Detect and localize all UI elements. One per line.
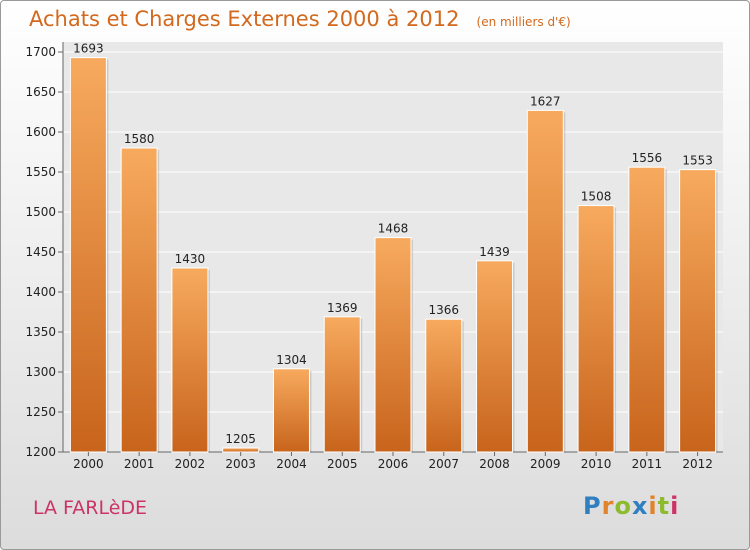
bar-value-label: 1439 [479,245,510,259]
bar-value-label: 1693 [73,42,104,56]
bar [272,368,310,453]
y-tick-label: 1500 [25,205,56,219]
bar-value-label: 1468 [378,222,409,236]
proxiti-logo[interactable]: Proxiti [583,492,680,520]
bar-value-label: 1556 [632,151,663,165]
bar [476,260,514,453]
x-tick-label: 2010 [581,457,612,471]
bar-value-label: 1366 [428,303,459,317]
x-tick-label: 2009 [530,457,561,471]
x-tick-label: 2005 [327,457,358,471]
bar-value-label: 1369 [327,301,358,315]
x-tick-label: 2011 [632,457,663,471]
bar [425,318,463,453]
bar [120,147,158,453]
x-tick-label: 2001 [124,457,155,471]
y-tick-label: 1300 [25,365,56,379]
y-tick-label: 1550 [25,165,56,179]
x-tick-label: 2004 [276,457,307,471]
y-tick-label: 1400 [25,285,56,299]
bar-value-label: 1627 [530,94,561,108]
x-tick-label: 2000 [73,457,104,471]
y-tick-label: 1450 [25,245,56,259]
bar-value-label: 1553 [682,154,713,168]
x-tick-label: 2002 [175,457,206,471]
y-tick-label: 1350 [25,325,56,339]
bar-value-label: 1508 [581,190,612,204]
bar-value-label: 1205 [225,432,256,446]
x-tick-label: 2012 [682,457,713,471]
bar [374,237,412,453]
bar-value-label: 1430 [175,252,206,266]
y-tick-label: 1700 [25,45,56,59]
bar [679,169,717,453]
bar [222,447,260,453]
bar [628,166,666,453]
bar [577,205,615,453]
x-tick-label: 2006 [378,457,409,471]
y-tick-label: 1250 [25,405,56,419]
x-tick-label: 2007 [428,457,459,471]
chart-title: Achats et Charges Externes 2000 à 2012 (… [29,7,571,31]
x-tick-label: 2003 [225,457,256,471]
title-unit: (en milliers d'€) [476,15,571,29]
y-tick-label: 1650 [25,85,56,99]
bar [69,57,107,453]
bar [323,316,361,453]
bar-value-label: 1304 [276,353,307,367]
bar [171,267,209,453]
y-tick-label: 1600 [25,125,56,139]
bar [526,109,564,453]
commune-name: LA FARLèDE [33,497,148,519]
bar-value-label: 1580 [124,132,155,146]
x-tick-label: 2008 [479,457,510,471]
y-tick-label: 1200 [25,445,56,459]
title-main: Achats et Charges Externes 2000 à 2012 [29,7,460,31]
